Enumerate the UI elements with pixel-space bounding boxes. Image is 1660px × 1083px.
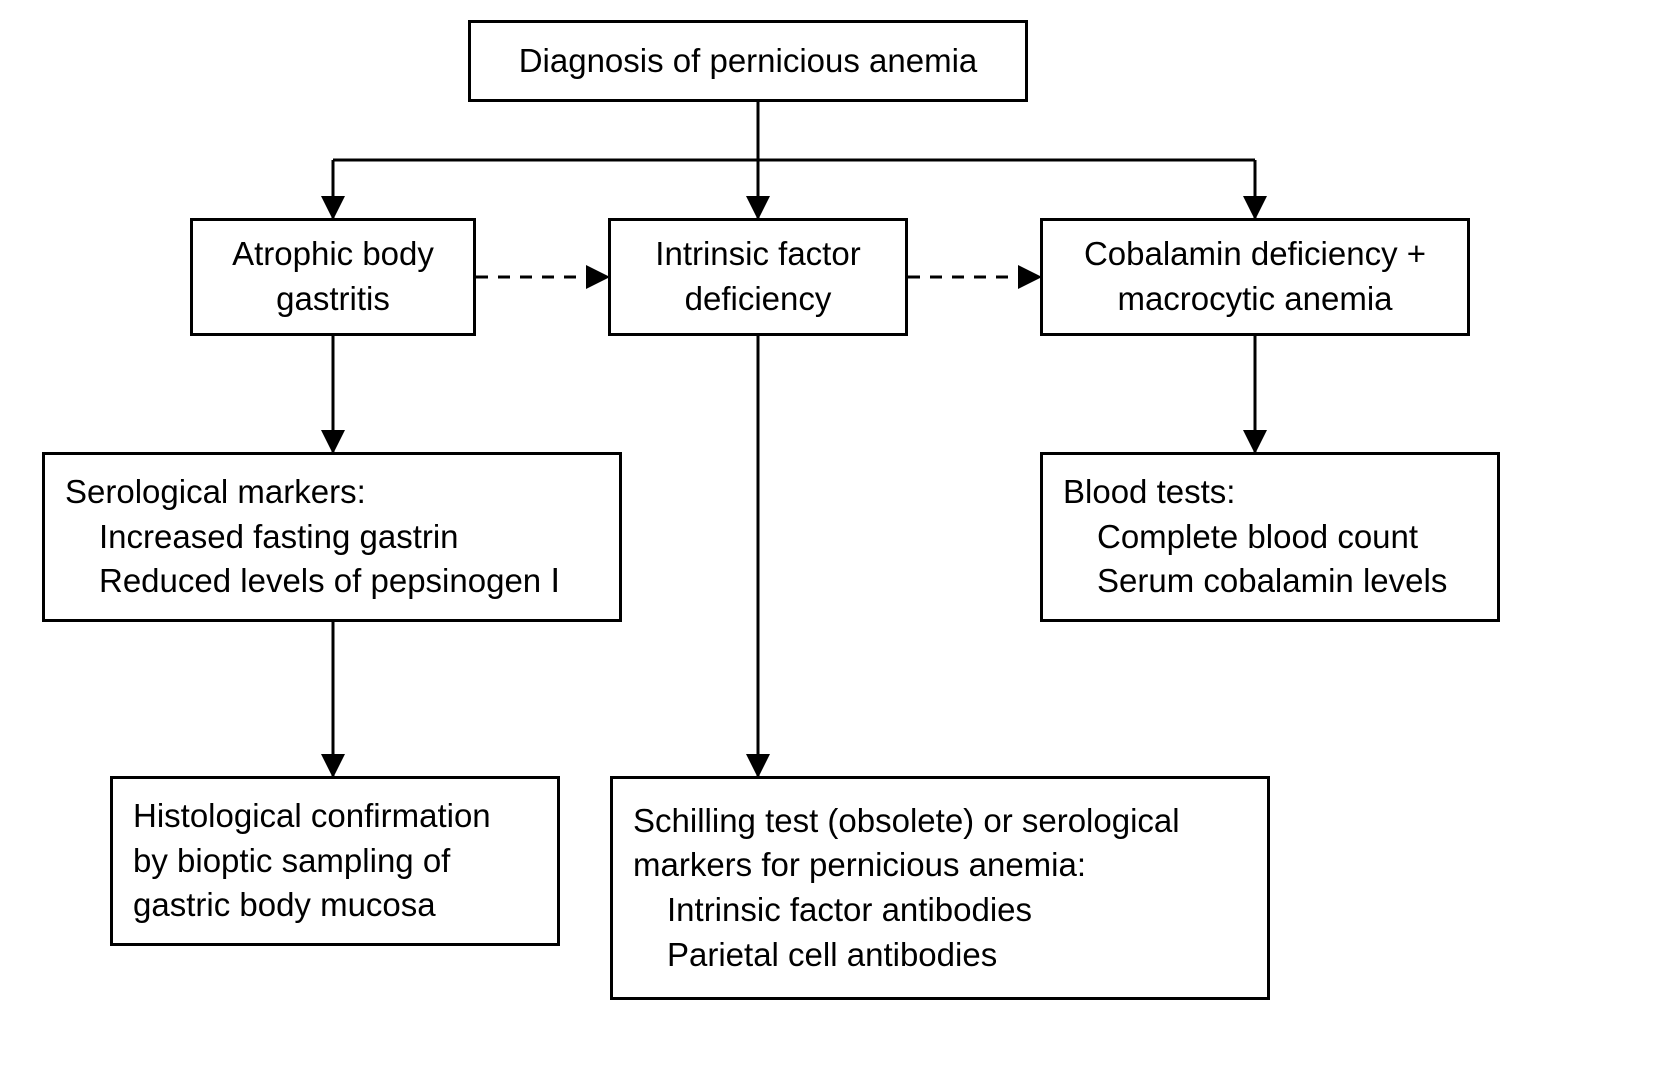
node-text: Intrinsic factor antibodies bbox=[633, 888, 1032, 933]
node-schilling-test: Schilling test (obsolete) or serological… bbox=[610, 776, 1270, 1000]
node-title: Diagnosis of pernicious anemia bbox=[468, 20, 1028, 102]
node-atrophic-gastritis: Atrophic bodygastritis bbox=[190, 218, 476, 336]
node-text: Reduced levels of pepsinogen Ⅰ bbox=[65, 559, 560, 604]
node-text: Complete blood count bbox=[1063, 515, 1418, 560]
node-text: Increased fasting gastrin bbox=[65, 515, 459, 560]
node-intrinsic-deficiency: Intrinsic factordeficiency bbox=[608, 218, 908, 336]
node-histological: Histological confirmationby bioptic samp… bbox=[110, 776, 560, 946]
node-text: Histological confirmation bbox=[133, 794, 491, 839]
node-text: Atrophic body bbox=[232, 232, 434, 277]
node-text: gastritis bbox=[276, 277, 390, 322]
node-text: by bioptic sampling of bbox=[133, 839, 450, 884]
node-cobalamin-deficiency: Cobalamin deficiency +macrocytic anemia bbox=[1040, 218, 1470, 336]
node-text: Parietal cell antibodies bbox=[633, 933, 997, 978]
node-text: Cobalamin deficiency + bbox=[1084, 232, 1426, 277]
node-text: Serum cobalamin levels bbox=[1063, 559, 1447, 604]
node-text: deficiency bbox=[685, 277, 832, 322]
node-text: markers for pernicious anemia: bbox=[633, 843, 1086, 888]
node-text: gastric body mucosa bbox=[133, 883, 436, 928]
node-text: Blood tests: bbox=[1063, 470, 1235, 515]
node-text: Intrinsic factor bbox=[655, 232, 860, 277]
node-serological-markers: Serological markers:Increased fasting ga… bbox=[42, 452, 622, 622]
node-blood-tests: Blood tests:Complete blood countSerum co… bbox=[1040, 452, 1500, 622]
node-text: macrocytic anemia bbox=[1117, 277, 1392, 322]
node-text: Serological markers: bbox=[65, 470, 366, 515]
node-text: Schilling test (obsolete) or serological bbox=[633, 799, 1180, 844]
flowchart-canvas: Diagnosis of pernicious anemia Atrophic … bbox=[0, 0, 1660, 1083]
node-text: Diagnosis of pernicious anemia bbox=[519, 39, 978, 84]
